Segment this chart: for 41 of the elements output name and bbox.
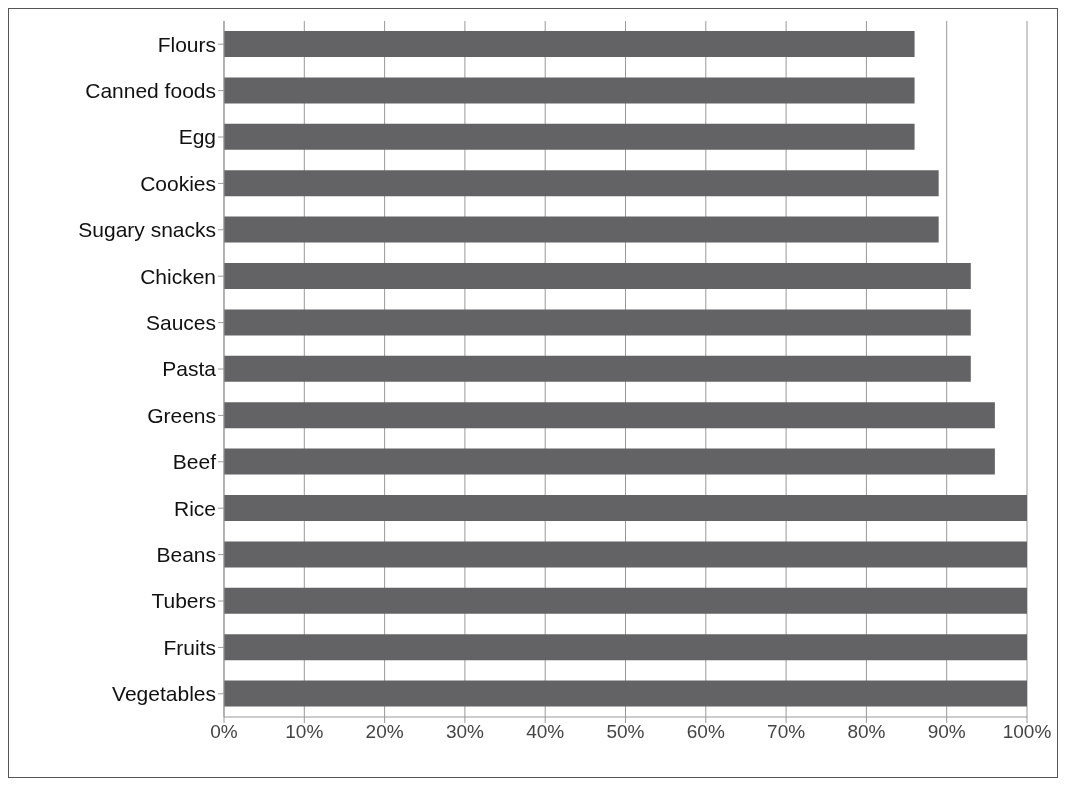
bar (224, 263, 971, 289)
y-tick-label: Sauces (145, 311, 216, 335)
bar (224, 634, 1027, 661)
x-tick-label: 30% (445, 721, 485, 743)
bar (224, 77, 915, 104)
y-tick-label: Beans (156, 543, 216, 567)
bar (224, 402, 995, 429)
x-tick-label: 40% (526, 721, 565, 743)
y-tick-label: Fruits (163, 635, 216, 659)
y-tick-label: Rice (173, 496, 216, 520)
y-tick-label: Greens (147, 403, 216, 427)
x-tick-label: 10% (285, 721, 324, 743)
bar (224, 123, 915, 150)
bar (224, 31, 915, 57)
y-tick-label: Vegetables (112, 682, 216, 706)
bar (224, 448, 995, 475)
bar (224, 355, 971, 382)
bar (224, 216, 939, 243)
x-tick-label: 0% (210, 721, 238, 743)
bar (224, 680, 1027, 707)
bar (224, 495, 1027, 521)
y-tick-label: Pasta (162, 357, 217, 381)
bar (224, 309, 971, 336)
bar (224, 587, 1027, 614)
x-tick-label: 50% (606, 721, 645, 743)
x-tick-label: 20% (365, 721, 404, 743)
y-tick-label: Tubers (151, 589, 216, 613)
y-tick-label: Flours (157, 32, 216, 56)
y-tick-label: Beef (172, 450, 217, 474)
y-tick-label: Chicken (140, 264, 216, 288)
y-tick-label: Canned foods (85, 79, 216, 103)
x-tick-label: 80% (847, 721, 886, 743)
y-tick-label: Egg (178, 125, 216, 149)
y-tick-label: Sugary snacks (78, 218, 216, 242)
x-tick-label: 60% (686, 721, 725, 743)
bar (224, 541, 1027, 568)
x-tick-label: 100% (1002, 721, 1052, 743)
x-tick-label: 90% (927, 721, 966, 743)
x-tick-label: 70% (767, 721, 806, 743)
y-tick-label: Cookies (140, 171, 216, 195)
bar (224, 170, 939, 197)
